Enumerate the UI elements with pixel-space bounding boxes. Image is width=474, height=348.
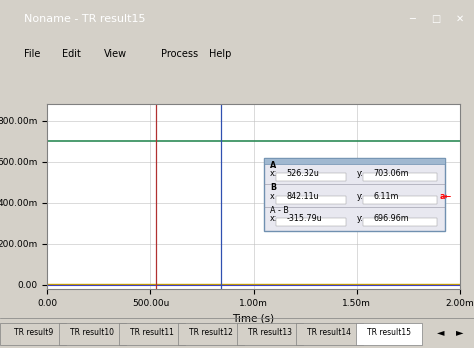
FancyBboxPatch shape — [363, 218, 437, 226]
Text: 526.32u: 526.32u — [287, 169, 319, 178]
FancyBboxPatch shape — [178, 323, 244, 345]
Text: 703.06m: 703.06m — [373, 169, 409, 178]
Text: A: A — [270, 161, 276, 170]
FancyBboxPatch shape — [276, 173, 346, 181]
Text: View: View — [104, 49, 128, 59]
Text: 696.96m: 696.96m — [373, 214, 409, 223]
Text: TR result13: TR result13 — [248, 328, 292, 337]
Text: 6.11m: 6.11m — [373, 192, 399, 201]
FancyBboxPatch shape — [237, 323, 303, 345]
Text: TR result11: TR result11 — [130, 328, 173, 337]
FancyBboxPatch shape — [264, 158, 446, 231]
Text: Noname - TR result15: Noname - TR result15 — [24, 14, 145, 24]
FancyBboxPatch shape — [59, 323, 126, 345]
Text: ✕: ✕ — [456, 14, 464, 24]
Text: x: x — [270, 192, 275, 201]
FancyBboxPatch shape — [118, 323, 185, 345]
FancyBboxPatch shape — [356, 323, 422, 345]
Text: a←: a← — [439, 192, 451, 201]
Text: TR result12: TR result12 — [189, 328, 233, 337]
FancyBboxPatch shape — [363, 196, 437, 204]
Text: Process: Process — [161, 49, 198, 59]
Text: B: B — [270, 183, 276, 192]
Text: File: File — [24, 49, 40, 59]
FancyBboxPatch shape — [264, 158, 446, 164]
Text: y:: y: — [357, 214, 364, 223]
Text: ◄: ◄ — [437, 327, 445, 337]
Text: x:: x: — [270, 169, 277, 178]
Text: TR result14: TR result14 — [308, 328, 351, 337]
Text: TR result9: TR result9 — [14, 328, 53, 337]
FancyBboxPatch shape — [276, 218, 346, 226]
X-axis label: Time (s): Time (s) — [233, 313, 274, 323]
Text: ►: ► — [456, 327, 464, 337]
Text: 842.11u: 842.11u — [287, 192, 319, 201]
Text: A - B: A - B — [270, 206, 289, 215]
Text: x:: x: — [270, 214, 277, 223]
Text: y:: y: — [357, 192, 364, 201]
Text: Edit: Edit — [62, 49, 81, 59]
FancyBboxPatch shape — [276, 196, 346, 204]
Text: ─: ─ — [410, 14, 415, 24]
Text: TR result15: TR result15 — [367, 328, 410, 337]
Text: Help: Help — [209, 49, 231, 59]
FancyBboxPatch shape — [363, 173, 437, 181]
Text: y:: y: — [357, 169, 364, 178]
FancyBboxPatch shape — [296, 323, 363, 345]
Text: TR result10: TR result10 — [71, 328, 114, 337]
FancyBboxPatch shape — [0, 323, 66, 345]
Text: □: □ — [431, 14, 441, 24]
Text: -315.79u: -315.79u — [287, 214, 322, 223]
